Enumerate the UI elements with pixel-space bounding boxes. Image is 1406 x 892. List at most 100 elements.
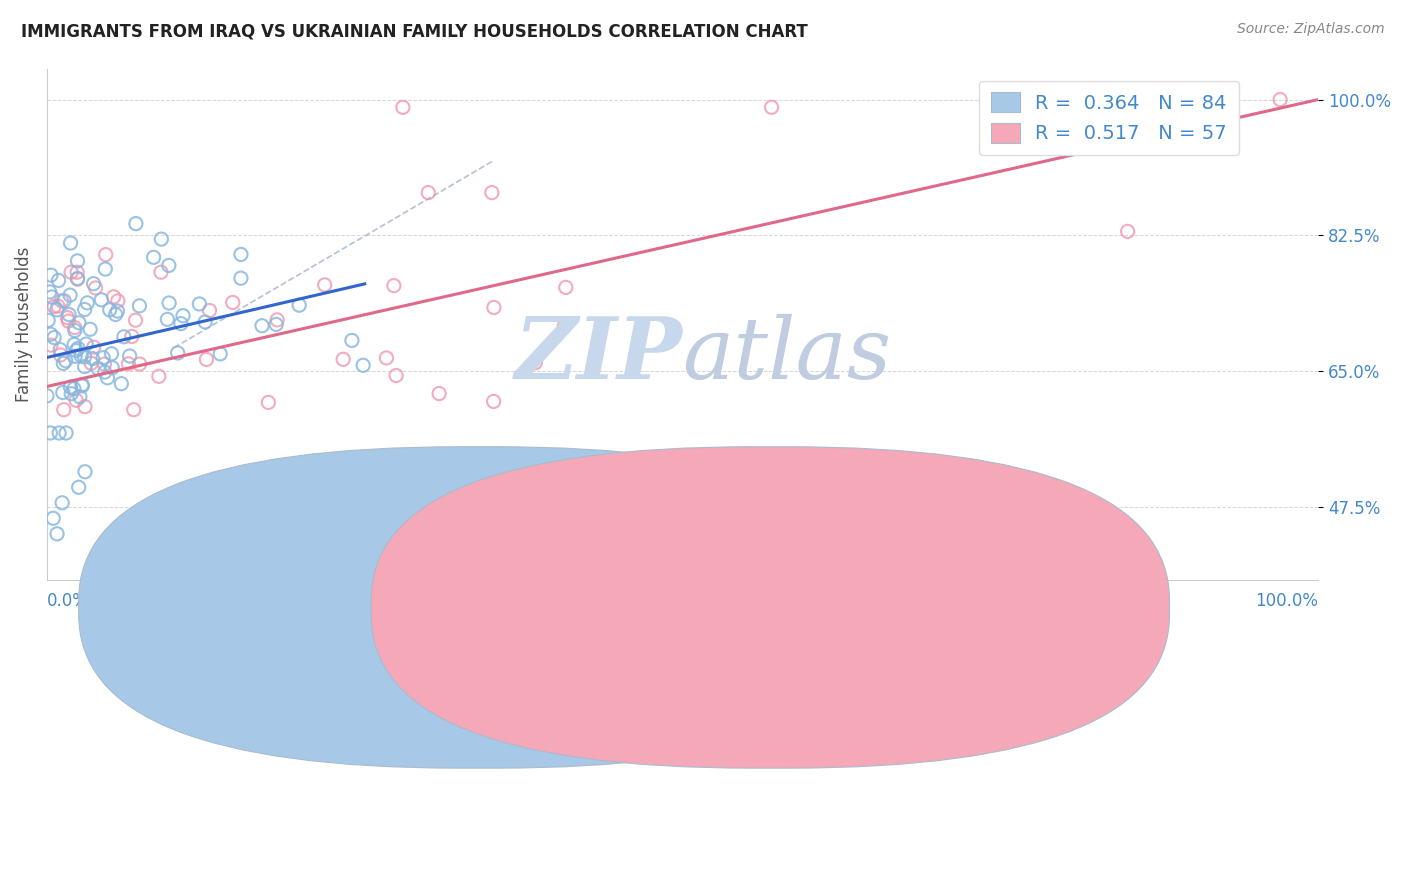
- Point: [315, 566, 337, 580]
- Point: [52, 385, 75, 400]
- Point: [84, 281, 107, 295]
- Point: [38, 285, 60, 299]
- Point: [125, 217, 148, 231]
- Point: [75, 337, 97, 351]
- Point: [90, 293, 112, 307]
- Point: [80, 356, 103, 370]
- Point: [172, 309, 194, 323]
- Point: [166, 346, 188, 360]
- Point: [76, 296, 98, 310]
- Point: [91, 351, 114, 365]
- Point: [39, 425, 62, 440]
- Point: [93, 365, 115, 379]
- Point: [112, 330, 135, 344]
- Point: [93, 357, 115, 371]
- Point: [67, 480, 90, 494]
- Point: [482, 301, 505, 315]
- Point: [117, 357, 139, 371]
- Point: [59, 288, 82, 302]
- Point: [222, 295, 245, 310]
- Point: [46, 299, 69, 313]
- Point: [96, 371, 118, 385]
- Point: [314, 277, 336, 292]
- Text: atlas: atlas: [682, 314, 891, 396]
- Point: [250, 318, 273, 333]
- Point: [188, 297, 211, 311]
- Point: [48, 273, 70, 287]
- Point: [67, 342, 90, 356]
- Point: [385, 368, 408, 383]
- Point: [48, 425, 70, 440]
- Point: [39, 268, 62, 282]
- Text: ZIP: ZIP: [515, 313, 682, 397]
- Point: [87, 361, 110, 376]
- Point: [66, 253, 89, 268]
- Point: [124, 313, 146, 327]
- Point: [55, 425, 77, 440]
- Point: [352, 358, 374, 372]
- Point: [60, 386, 83, 401]
- Point: [156, 312, 179, 326]
- Point: [107, 304, 129, 318]
- Point: [49, 343, 72, 357]
- Point: [66, 272, 89, 286]
- Point: [209, 347, 232, 361]
- Point: [63, 324, 86, 338]
- Point: [104, 308, 127, 322]
- Point: [66, 265, 89, 279]
- Point: [122, 402, 145, 417]
- Point: [37, 313, 59, 327]
- Text: IMMIGRANTS FROM IRAQ VS UKRAINIAN FAMILY HOUSEHOLDS CORRELATION CHART: IMMIGRANTS FROM IRAQ VS UKRAINIAN FAMILY…: [21, 22, 808, 40]
- Text: Source: ZipAtlas.com: Source: ZipAtlas.com: [1237, 22, 1385, 37]
- Point: [83, 277, 105, 291]
- Point: [73, 350, 96, 364]
- Point: [103, 290, 125, 304]
- Text: Immigrants from Iraq: Immigrants from Iraq: [508, 599, 683, 616]
- Point: [121, 329, 143, 343]
- Point: [128, 357, 150, 371]
- Point: [98, 302, 121, 317]
- Point: [41, 290, 63, 304]
- Point: [49, 348, 72, 362]
- Point: [554, 280, 576, 294]
- Y-axis label: Family Households: Family Households: [15, 247, 32, 402]
- Point: [142, 250, 165, 264]
- Point: [150, 232, 173, 246]
- Point: [46, 526, 69, 541]
- Point: [194, 315, 217, 329]
- Point: [110, 376, 132, 391]
- FancyBboxPatch shape: [371, 447, 1170, 768]
- Point: [42, 511, 65, 525]
- Point: [83, 340, 105, 354]
- Point: [59, 380, 82, 394]
- Point: [63, 349, 86, 363]
- Point: [157, 296, 180, 310]
- Point: [761, 100, 783, 114]
- Point: [70, 349, 93, 363]
- Point: [66, 271, 89, 285]
- Point: [69, 390, 91, 404]
- Point: [72, 377, 94, 392]
- Point: [58, 308, 80, 322]
- Point: [195, 352, 218, 367]
- Point: [128, 299, 150, 313]
- Point: [59, 235, 82, 250]
- Point: [266, 313, 288, 327]
- Point: [149, 265, 172, 279]
- Point: [65, 343, 87, 358]
- Point: [63, 337, 86, 351]
- Point: [65, 393, 87, 408]
- Point: [332, 352, 354, 367]
- Point: [82, 351, 104, 366]
- Point: [73, 302, 96, 317]
- Point: [52, 356, 75, 370]
- Point: [990, 100, 1012, 114]
- Point: [418, 186, 440, 200]
- Point: [392, 100, 415, 114]
- Point: [229, 271, 252, 285]
- Point: [39, 338, 62, 352]
- Point: [52, 402, 75, 417]
- Text: Ukrainians: Ukrainians: [801, 599, 889, 616]
- Point: [55, 353, 77, 368]
- Point: [229, 247, 252, 261]
